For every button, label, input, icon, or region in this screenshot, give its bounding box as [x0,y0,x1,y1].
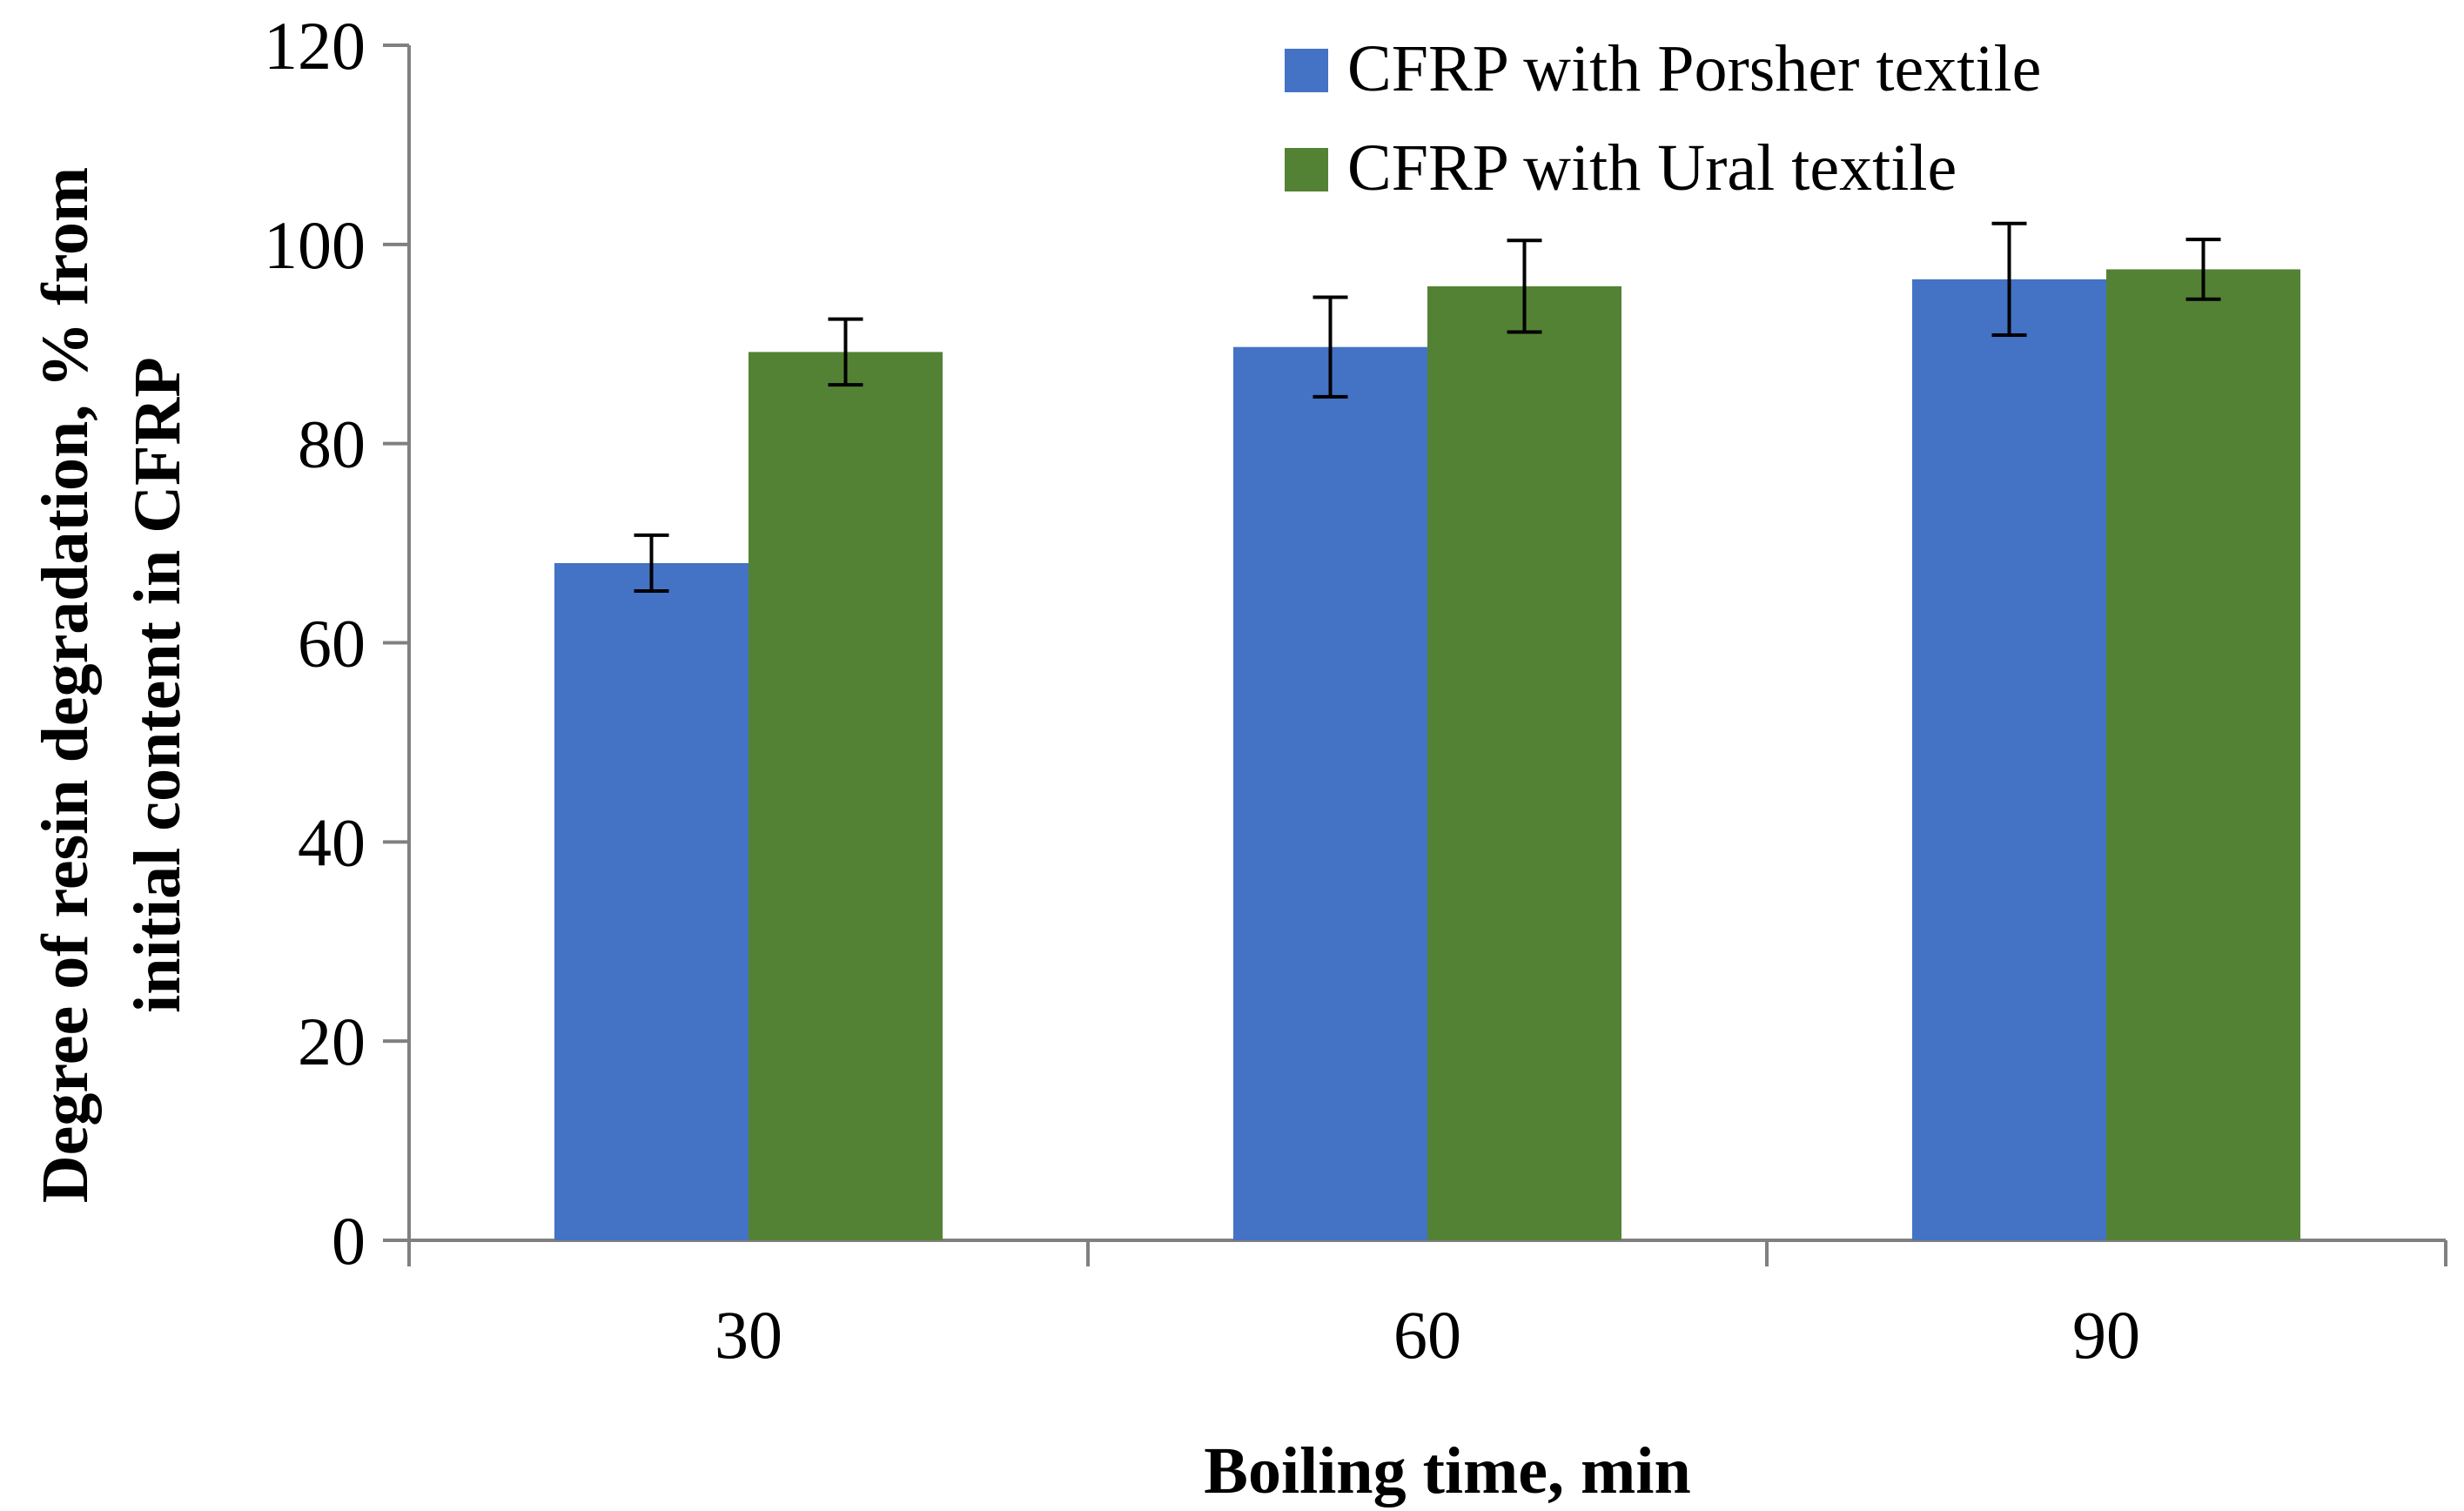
x-tick-label: 60 [1393,1297,1461,1373]
error-bars [634,221,2221,594]
legend-label-porsher: CFRP with Porsher textile [1347,32,2041,105]
bar [1233,346,1427,1240]
legend-label-ural: CFRP with Ural textile [1347,131,1957,205]
y-tick-label: 40 [298,804,366,880]
x-tick-label: 30 [715,1297,782,1373]
bar [2106,269,2300,1240]
bar [1427,285,1621,1241]
y-tick-label: 20 [298,1004,366,1079]
x-axis-title: Boiling time, min [1204,1434,1690,1508]
y-axis-title: Degree of resin degradation, % from init… [29,167,194,1203]
bar [554,562,749,1240]
y-axis-title-line2: initial content in CFRP [121,357,194,1013]
y-tick-label: 60 [298,606,366,682]
x-tick-label: 90 [2072,1297,2140,1373]
legend: CFRP with Porsher textile CFRP with Ural… [1285,32,2041,205]
legend-swatch-porsher [1285,49,1328,92]
tick-labels: 0 20 40 60 80 100 120 30 60 90 [264,8,2140,1373]
legend-swatch-ural [1285,148,1328,191]
y-tick-label: 80 [298,406,366,482]
y-tick-label: 100 [264,207,366,283]
bar [1912,279,2106,1241]
y-axis-title-line1: Degree of resin degradation, % from [29,167,102,1203]
y-tick-label: 0 [332,1203,366,1279]
y-tick-label: 120 [264,8,366,84]
bar [749,352,943,1240]
bars [554,269,2300,1241]
